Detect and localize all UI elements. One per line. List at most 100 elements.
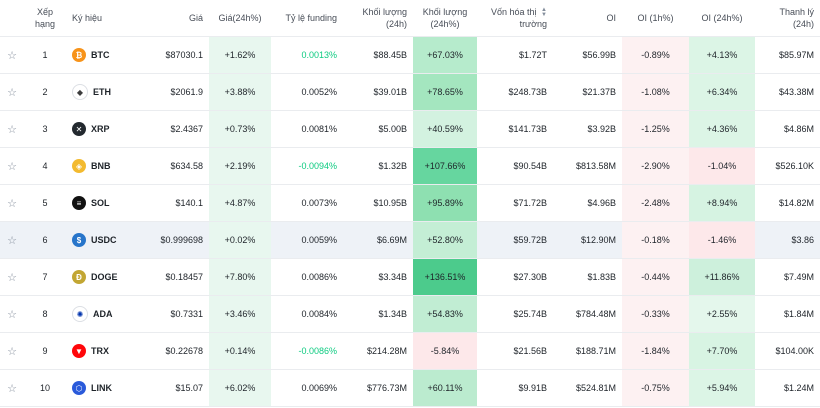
star-outline-icon[interactable]: ☆ bbox=[7, 49, 17, 62]
volume-change-column-header[interactable]: Khối lượng (24h%) bbox=[413, 0, 477, 37]
favorite-column-header bbox=[0, 0, 24, 37]
oi-cell: $4.96B bbox=[553, 184, 622, 222]
star-outline-icon[interactable]: ☆ bbox=[7, 160, 17, 173]
change24h-cell: +0.73% bbox=[209, 110, 271, 148]
funding-cell: 0.0059% bbox=[271, 221, 343, 259]
table-row[interactable]: ☆ 7 Ð DOGE $0.18457 +7.80% 0.0086% $3.34B +136.5… bbox=[0, 258, 820, 296]
oi-24h-cell: +5.94% bbox=[689, 369, 755, 407]
oi-cell: $1.83B bbox=[553, 258, 622, 296]
change24h-cell: +3.88% bbox=[209, 73, 271, 111]
star-outline-icon[interactable]: ☆ bbox=[7, 271, 17, 284]
volume-column-header[interactable]: Khối lượng (24h) bbox=[343, 0, 413, 37]
oi-column-header[interactable]: OI bbox=[553, 0, 622, 37]
volume-cell: $5.00B bbox=[343, 110, 413, 148]
symbol-cell[interactable]: ✺ ADA bbox=[66, 295, 144, 333]
rank-cell: 6 bbox=[24, 221, 66, 259]
price-cell: $15.07 bbox=[144, 369, 209, 407]
star-outline-icon[interactable]: ☆ bbox=[7, 382, 17, 395]
symbol-label: LINK bbox=[91, 383, 112, 393]
symbol-column-header[interactable]: Ký hiệu bbox=[66, 0, 144, 37]
favorite-cell: ☆ bbox=[0, 369, 24, 407]
sort-arrows-icon[interactable]: ▲ ▼ bbox=[541, 6, 547, 18]
liquidation-column-header[interactable]: Thanh lý (24h) bbox=[755, 0, 820, 37]
oi-24h-cell: -1.46% bbox=[689, 221, 755, 259]
star-outline-icon[interactable]: ☆ bbox=[7, 345, 17, 358]
symbol-cell[interactable]: $ USDC bbox=[66, 221, 144, 259]
change24h-cell: +1.62% bbox=[209, 36, 271, 74]
market-cap-header-label: Vốn hóa thị bbox=[490, 7, 537, 17]
rank-header-label: Xếp hạng bbox=[34, 7, 56, 29]
volume-cell: $3.34B bbox=[343, 258, 413, 296]
symbol-cell[interactable]: ≡ SOL bbox=[66, 184, 144, 222]
market-cap-cell: $9.91B bbox=[477, 369, 553, 407]
rank-column-header[interactable]: Xếp hạng bbox=[24, 0, 66, 37]
table-row[interactable]: ☆ 2 ◆ ETH $2061.9 +3.88% 0.0052% $39.01B +78.65%… bbox=[0, 73, 820, 111]
symbol-cell[interactable]: ◈ BNB bbox=[66, 147, 144, 185]
oi-24h-cell: +4.36% bbox=[689, 110, 755, 148]
funding-cell: 0.0069% bbox=[271, 369, 343, 407]
volume-change-cell: +40.59% bbox=[413, 110, 477, 148]
sol-icon: ≡ bbox=[72, 196, 86, 210]
market-cap-cell: $27.30B bbox=[477, 258, 553, 296]
funding-cell: 0.0086% bbox=[271, 258, 343, 296]
liquidation-cell: $526.10K bbox=[755, 147, 820, 185]
price-column-header[interactable]: Giá bbox=[144, 0, 209, 37]
symbol-cell[interactable]: Ð DOGE bbox=[66, 258, 144, 296]
star-outline-icon[interactable]: ☆ bbox=[7, 197, 17, 210]
symbol-cell[interactable]: ⬡ LINK bbox=[66, 369, 144, 407]
rank-cell: 10 bbox=[24, 369, 66, 407]
favorite-cell: ☆ bbox=[0, 73, 24, 111]
table-row[interactable]: ☆ 6 $ USDC $0.999698 +0.02% 0.0059% $6.69M +52.8… bbox=[0, 221, 820, 259]
market-cap-cell: $25.74B bbox=[477, 295, 553, 333]
oi-cell: $56.99B bbox=[553, 36, 622, 74]
star-outline-icon[interactable]: ☆ bbox=[7, 234, 17, 247]
favorite-cell: ☆ bbox=[0, 147, 24, 185]
market-cap-cell: $141.73B bbox=[477, 110, 553, 148]
change24h-column-header[interactable]: Giá(24h%) bbox=[209, 0, 271, 37]
symbol-label: ADA bbox=[93, 309, 113, 319]
price-cell: $0.999698 bbox=[144, 221, 209, 259]
liquidation-cell: $3.86 bbox=[755, 221, 820, 259]
eth-icon: ◆ bbox=[72, 84, 88, 100]
symbol-cell[interactable]: ◆ ETH bbox=[66, 73, 144, 111]
oi-1h-column-header[interactable]: OI (1h%) bbox=[622, 0, 689, 37]
oi-24h-column-header[interactable]: OI (24h%) bbox=[689, 0, 755, 37]
symbol-cell[interactable]: ▼ TRX bbox=[66, 332, 144, 370]
table-row[interactable]: ☆ 10 ⬡ LINK $15.07 +6.02% 0.0069% $776.73M +60.1… bbox=[0, 369, 820, 407]
volume-change-cell: +136.51% bbox=[413, 258, 477, 296]
liquidation-cell: $7.49M bbox=[755, 258, 820, 296]
market-cap-column-header[interactable]: Vốn hóa thị ▲ ▼ trường bbox=[477, 0, 553, 37]
liquidation-cell: $1.24M bbox=[755, 369, 820, 407]
liquidation-cell: $1.84M bbox=[755, 295, 820, 333]
symbol-cell[interactable]: ✕ XRP bbox=[66, 110, 144, 148]
oi-1h-cell: -1.08% bbox=[622, 73, 689, 111]
volume-change-cell: -5.84% bbox=[413, 332, 477, 370]
star-outline-icon[interactable]: ☆ bbox=[7, 308, 17, 321]
funding-column-header[interactable]: Tỷ lệ funding bbox=[271, 0, 343, 37]
oi-cell: $3.92B bbox=[553, 110, 622, 148]
btc-icon: ₿ bbox=[72, 48, 86, 62]
volume-cell: $88.45B bbox=[343, 36, 413, 74]
change24h-cell: +0.14% bbox=[209, 332, 271, 370]
funding-cell: 0.0084% bbox=[271, 295, 343, 333]
table-row[interactable]: ☆ 1 ₿ BTC $87030.1 +1.62% 0.0013% $88.45B +67.03… bbox=[0, 36, 820, 74]
volume-cell: $10.95B bbox=[343, 184, 413, 222]
star-outline-icon[interactable]: ☆ bbox=[7, 123, 17, 136]
table-row[interactable]: ☆ 5 ≡ SOL $140.1 +4.87% 0.0073% $10.95B +95.89% $… bbox=[0, 184, 820, 222]
table-row[interactable]: ☆ 3 ✕ XRP $2.4367 +0.73% 0.0081% $5.00B +40.59% $… bbox=[0, 110, 820, 148]
oi-1h-cell: -0.44% bbox=[622, 258, 689, 296]
volume-change-cell: +52.80% bbox=[413, 221, 477, 259]
volume-cell: $39.01B bbox=[343, 73, 413, 111]
oi-1h-cell: -0.18% bbox=[622, 221, 689, 259]
table-row[interactable]: ☆ 4 ◈ BNB $634.58 +2.19% -0.0094% $1.32B +107.66… bbox=[0, 147, 820, 185]
volume-header-label: Khối lượng (24h) bbox=[362, 7, 407, 29]
table-row[interactable]: ☆ 8 ✺ ADA $0.7331 +3.46% 0.0084% $1.34B +54.83% $… bbox=[0, 295, 820, 333]
funding-cell: -0.0086% bbox=[271, 332, 343, 370]
oi-cell: $784.48M bbox=[553, 295, 622, 333]
star-outline-icon[interactable]: ☆ bbox=[7, 86, 17, 99]
symbol-cell[interactable]: ₿ BTC bbox=[66, 36, 144, 74]
bnb-icon: ◈ bbox=[72, 159, 86, 173]
market-cap-cell: $248.73B bbox=[477, 73, 553, 111]
table-row[interactable]: ☆ 9 ▼ TRX $0.22678 +0.14% -0.0086% $214.28M -5.8… bbox=[0, 332, 820, 370]
